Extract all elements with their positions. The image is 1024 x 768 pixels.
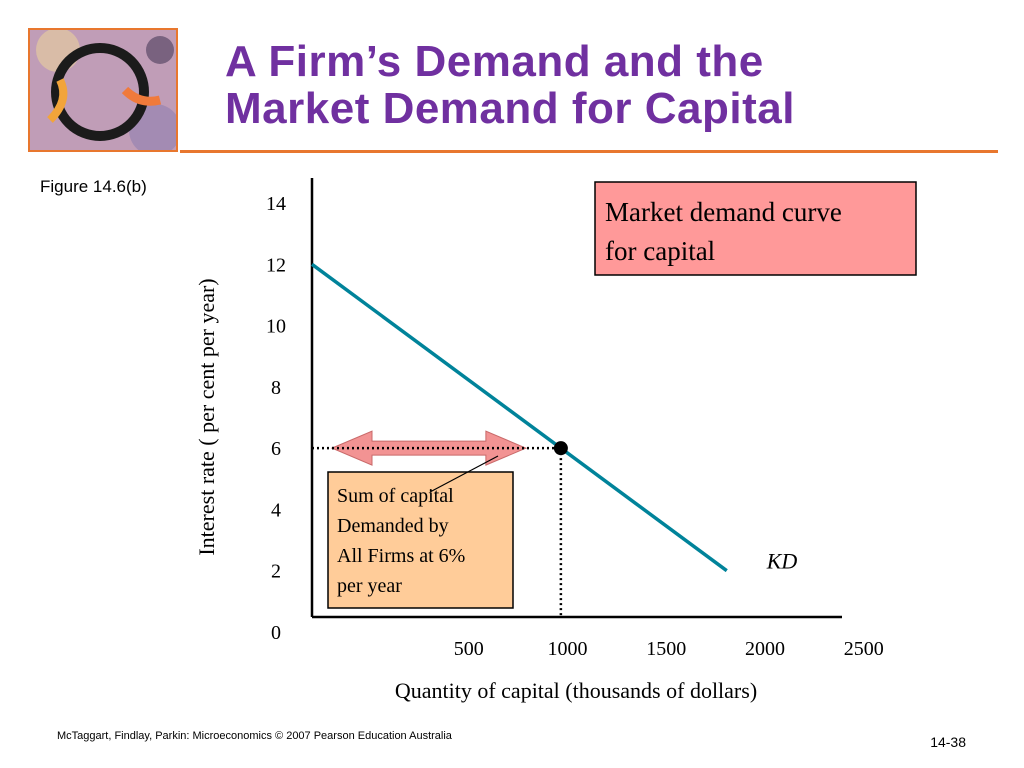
footer-credit: McTaggart, Findlay, Parkin: Microeconomi… <box>57 730 452 742</box>
y-tick-label: 14 <box>266 193 286 215</box>
title-divider <box>180 150 998 153</box>
x-tick-label: 2000 <box>745 638 785 660</box>
title-line-1: A Firm’s Demand and the <box>225 37 764 86</box>
y-tick-label: 4 <box>271 499 281 521</box>
y-tick-label: 10 <box>266 316 286 338</box>
note-text-line: All Firms at 6% <box>337 545 465 567</box>
note-box <box>327 471 514 609</box>
note-text-line: Demanded by <box>337 515 449 537</box>
demand-curve-kd <box>310 262 728 573</box>
y-tick-label: 8 <box>271 377 281 399</box>
data-point-marker <box>553 441 568 456</box>
x-tick-label: 2500 <box>844 638 884 660</box>
x-tick-label: 1500 <box>646 638 686 660</box>
slide-title: A Firm’s Demand and the Market Demand fo… <box>225 38 795 132</box>
cover-art-logo <box>28 28 178 152</box>
note-text-line: Sum of capital <box>337 485 454 507</box>
y-tick-label: 12 <box>266 254 286 276</box>
y-axis-title: Interest rate ( per cent per year) <box>194 278 219 555</box>
callout-box <box>594 181 917 276</box>
y-tick-label: 0 <box>271 622 281 644</box>
y-tick-label: 6 <box>271 438 281 460</box>
y-tick-label: 2 <box>271 561 281 583</box>
title-line-2: Market Demand for Capital <box>225 84 795 133</box>
x-axis-title: Quantity of capital (thousands of dollar… <box>395 678 757 703</box>
note-text-line: per year <box>337 575 402 597</box>
callout-text-line-2: for capital <box>605 236 715 266</box>
note-pointer <box>429 455 499 493</box>
callout-text-line-1: Market demand curve <box>605 197 842 227</box>
x-tick-label: 1000 <box>548 638 588 660</box>
figure-label: Figure 14.6(b) <box>40 177 147 196</box>
x-tick-label: 500 <box>454 638 484 660</box>
series-label: KD <box>766 549 798 574</box>
page-number: 14-38 <box>930 734 966 750</box>
